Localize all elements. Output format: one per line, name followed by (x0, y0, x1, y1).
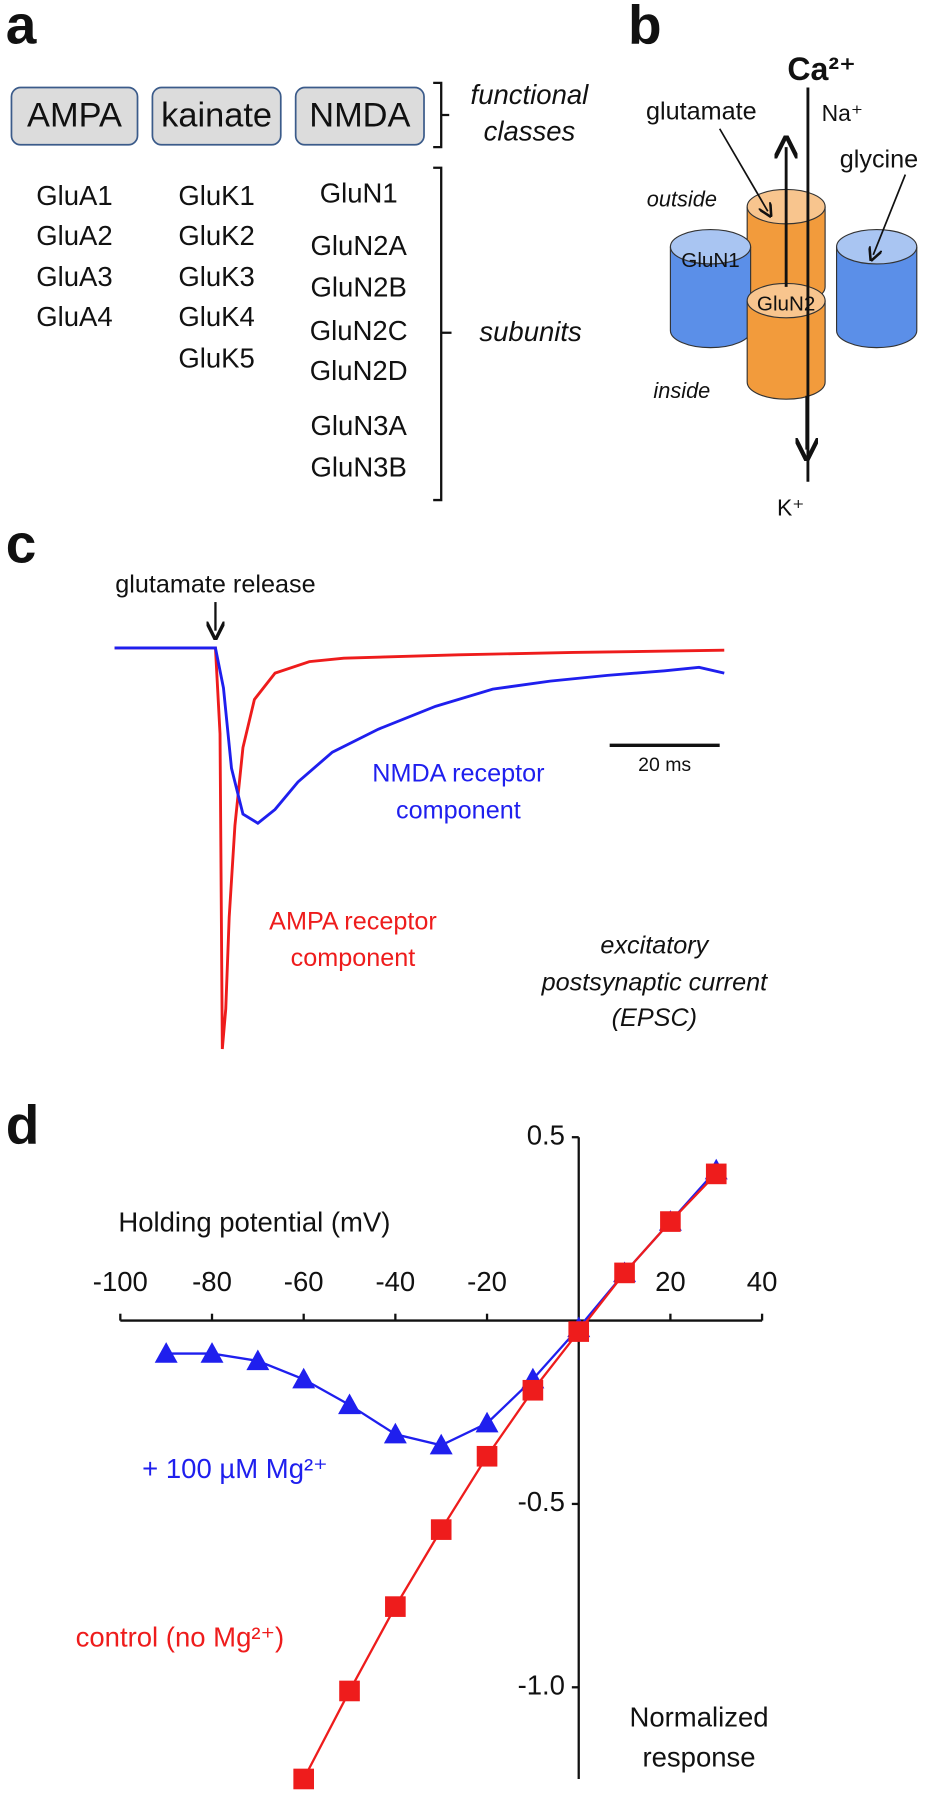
panel-label: c (6, 513, 37, 575)
class-box (294, 86, 425, 146)
subunit: GluN2C (310, 315, 408, 346)
marker (154, 1342, 178, 1363)
marker (475, 1411, 499, 1433)
marker (339, 1680, 360, 1702)
marker (614, 1262, 635, 1284)
subunit: GluN3A (311, 410, 408, 441)
ion-label: Na⁺ (822, 100, 863, 126)
subunit: GluN2A (311, 230, 408, 261)
arrow (718, 128, 768, 212)
bracket (433, 81, 450, 149)
ion-label: K⁺ (777, 494, 804, 520)
epsc-label: (EPSC) (612, 1004, 697, 1032)
x-tick-label: -40 (375, 1266, 415, 1297)
x-tick-label: -60 (284, 1266, 324, 1297)
subunit: GluN2B (311, 271, 407, 302)
nmda-trace (114, 646, 725, 825)
y-tick-label: 0.5 (527, 1119, 565, 1150)
bracket-label: classes (484, 116, 576, 147)
panel-label: b (628, 0, 662, 56)
panel-label: d (6, 1094, 40, 1156)
marker (568, 1321, 590, 1342)
chart: Holding potential (mV) Normalized respon… (76, 1119, 778, 1790)
x-tick-label: -80 (192, 1266, 232, 1297)
class-box (10, 86, 139, 146)
marker (292, 1367, 316, 1389)
subunit: GluN3B (311, 451, 407, 482)
series-line (302, 1173, 718, 1780)
subunit-label: GluN1 (681, 249, 739, 272)
epsc-label: postsynaptic current (541, 968, 769, 996)
panel-c: glutamate release 20 ms NMDA receptor co… (114, 571, 769, 1050)
ion-label: Ca²⁺ (787, 51, 856, 87)
panel-a: AMPA kainate NMDA functional classes sub… (10, 79, 590, 502)
cylinder (746, 300, 826, 400)
marker (338, 1393, 361, 1415)
x-tick-label: 20 (655, 1266, 686, 1297)
subunit: GluA4 (36, 301, 112, 332)
y-axis-title: Normalized (630, 1702, 769, 1733)
marker (430, 1519, 452, 1540)
class-label: kainate (161, 96, 272, 134)
bracket-label: subunits (479, 316, 582, 347)
subunit: GluA1 (36, 180, 112, 211)
trace-label: AMPA receptor (269, 908, 437, 936)
bracket (433, 166, 452, 502)
x-tick-label: 40 (747, 1266, 778, 1297)
subunit: GluA3 (36, 261, 112, 292)
y-tick-label: -0.5 (518, 1486, 565, 1517)
panel-b: Ca²⁺ Na⁺ K⁺ glutamate glycine outside in… (646, 51, 918, 520)
scale-bar-label: 20 ms (638, 754, 691, 776)
subunit: GluN1 (320, 177, 398, 208)
subunit: GluK1 (178, 180, 254, 211)
cylinder (835, 246, 918, 349)
marker (200, 1342, 224, 1363)
marker (660, 1211, 681, 1232)
epsc-label: excitatory (600, 932, 709, 960)
marker (383, 1422, 407, 1444)
marker (522, 1379, 544, 1401)
panel-label: a (6, 0, 37, 56)
class-box (151, 86, 282, 146)
trace-label: NMDA receptor (372, 760, 544, 788)
class-label: NMDA (309, 96, 410, 134)
marker (385, 1596, 406, 1617)
subunit-label: GluN2 (757, 293, 815, 316)
side-label: outside (647, 187, 717, 212)
series-label: control (no Mg²⁺) (76, 1621, 285, 1652)
class-label: AMPA (27, 96, 122, 134)
agonist-label: glutamate (646, 97, 757, 125)
annotation: glutamate release (115, 571, 315, 599)
arrow (873, 174, 907, 255)
marker (429, 1433, 453, 1455)
trace-label: component (396, 796, 521, 824)
marker (705, 1163, 727, 1185)
x-tick-label: -100 (93, 1266, 148, 1297)
side-label: inside (653, 378, 710, 403)
bracket-label: functional (471, 79, 590, 110)
cylinder-top (669, 229, 752, 265)
marker (476, 1445, 498, 1467)
marker (246, 1349, 270, 1371)
y-tick-label: -1.0 (518, 1670, 565, 1701)
x-axis-title: Holding potential (mV) (118, 1207, 390, 1238)
y-axis-title: response (642, 1742, 755, 1773)
marker (293, 1768, 314, 1790)
agonist-label: glycine (840, 145, 918, 173)
subunit: GluK2 (178, 220, 254, 251)
subunit: GluK5 (178, 343, 254, 374)
x-tick-label: -20 (467, 1266, 507, 1297)
subunit: GluK4 (178, 301, 254, 332)
subunit: GluA2 (36, 220, 112, 251)
subunit: GluN2D (310, 355, 408, 386)
trace-label: component (291, 944, 416, 972)
series-label: + 100 µM Mg²⁺ (142, 1453, 328, 1484)
ampa-trace (114, 646, 725, 1050)
subunit: GluK3 (178, 261, 254, 292)
